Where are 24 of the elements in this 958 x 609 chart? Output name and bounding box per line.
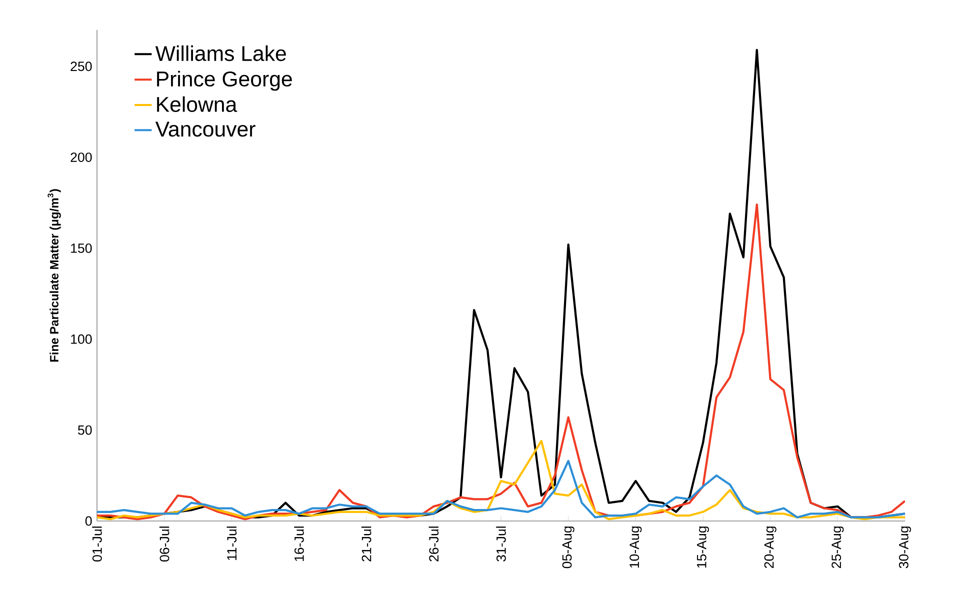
legend-label: Kelowna [157, 96, 238, 112]
legend-label: Prince George [157, 70, 292, 91]
x-tick-label: 15-Aug [697, 526, 709, 568]
x-tick-label: 06-Jul [159, 526, 170, 562]
x-tick-label: 10-Aug [630, 526, 642, 568]
y-tick-label: 0 [85, 516, 92, 526]
y-tick-label: 200 [70, 152, 92, 162]
x-tick-label: 11-Jul [226, 526, 237, 560]
x-tick-label: 30-Aug [898, 526, 912, 568]
legend-label: Vancouver [155, 122, 256, 137]
y-tick-label: 100 [71, 334, 92, 344]
x-tick-label: 16-Jul [294, 526, 304, 561]
y-axis-title: Fine Particulate Matter (μg/m$^{3}$) [48, 189, 61, 362]
x-tick-label: 21-Jul [361, 526, 372, 562]
x-tick-label: 25-Aug [832, 526, 844, 568]
legend-label: Williams Lake [155, 45, 286, 62]
x-tick-label: 01-Jul [92, 526, 102, 562]
x-tick-label: 31-Jul [496, 526, 506, 562]
y-tick-label: 150 [71, 243, 92, 253]
y-tick-label: 250 [70, 62, 92, 72]
x-tick-label: 26-Jul [428, 526, 439, 562]
y-tick-label: 50 [78, 425, 92, 435]
x-tick-label: 05-Aug [562, 526, 574, 568]
x-tick-label: 20-Aug [764, 526, 776, 568]
